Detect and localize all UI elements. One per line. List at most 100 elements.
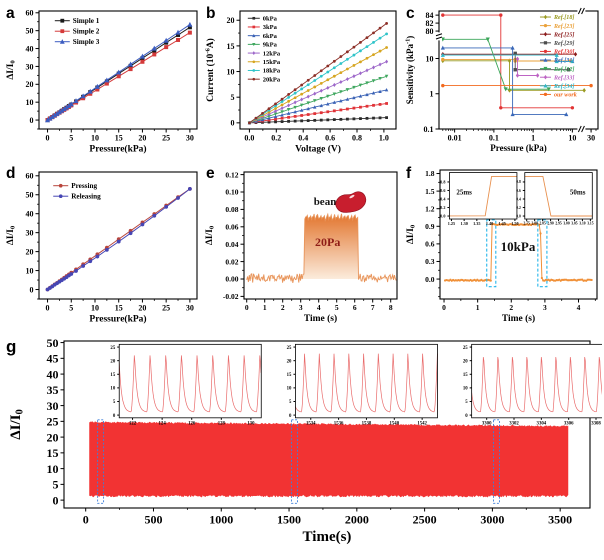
tick-label: 500 <box>144 513 162 527</box>
tick-label: 0.6 <box>516 189 521 193</box>
tick-label: 0 <box>83 513 89 527</box>
tick-label: 0.8 <box>352 134 362 143</box>
tick-label: 1 <box>430 90 434 99</box>
tick-label: 25 <box>287 346 292 351</box>
series-cycles 122-130s <box>118 355 262 413</box>
tick-label: 1000 <box>209 513 233 527</box>
annotation-text: 25ms <box>456 189 472 197</box>
annotation-text: 50ms <box>570 189 586 197</box>
tick-label: 30 <box>587 134 595 143</box>
legend-item: Ref.[34] <box>553 84 574 90</box>
series-18kPa <box>249 33 387 124</box>
panel-letter-b: b <box>206 5 215 22</box>
tick-label: 30 <box>26 229 34 238</box>
tick-label: 3 <box>543 303 547 312</box>
tick-label: 25 <box>162 304 170 313</box>
tick-label: 20 <box>287 359 292 364</box>
y-axis-label: ΔI/I0 <box>6 60 17 80</box>
highlight-box <box>97 419 105 504</box>
x-axis-label: Voltage (V) <box>295 143 341 154</box>
tick-label: 0.0 <box>516 214 521 218</box>
tick-label: 20 <box>110 359 115 364</box>
plot-area <box>119 344 262 418</box>
panel-b: 0.0 0.2 0.4 0.6 0.8 1.0 0 5 10 15 20 Voltage (V) Cur… <box>202 2 402 162</box>
annotation-text: 20Pa <box>315 235 340 249</box>
highlight-box <box>493 419 500 504</box>
tick-label: 0.0 <box>425 275 435 284</box>
tick-label: 2.75 <box>524 222 530 226</box>
panel-a: 0 5 10 15 20 25 30 0 10 20 30 40 50 60 Pressure(kPa) ΔI… <box>2 2 202 162</box>
tick-label: 30 <box>47 399 59 413</box>
tick-label: 25 <box>463 346 468 351</box>
tick-label: 0.8 <box>516 180 521 184</box>
tick-label: 4 <box>317 303 321 312</box>
tick-label: 25 <box>110 346 115 351</box>
tick-label: 2.90 <box>547 222 553 226</box>
annotation-text: 10kPa <box>501 239 536 254</box>
tick-label: 3302 <box>509 422 519 427</box>
tick-label: 0.0 <box>244 134 254 143</box>
tick-label: 3.15 <box>587 222 593 226</box>
tick-label: 0.9 <box>425 222 435 231</box>
bean-icon <box>335 191 367 213</box>
tick-label: 1.40 <box>486 221 493 226</box>
series-area-20Pa pulse <box>246 213 397 283</box>
tick-label: 60 <box>26 9 34 18</box>
tick-label: 0 <box>465 414 468 419</box>
series-15kPa <box>249 47 387 124</box>
tick-label: 3000 <box>480 513 504 527</box>
series-Ref.[18] <box>442 60 585 91</box>
panel-e-chart: 0 1 2 3 4 5 6 7 8 -0.02 0.00 0.02 0.04 0.06 0.08 0.10 0.… <box>205 165 398 324</box>
tick-label: 15 <box>47 446 59 460</box>
tick-label: 1.25 <box>448 221 455 226</box>
tick-label: 0.3 <box>425 257 435 266</box>
tick-label: 25 <box>47 415 59 429</box>
tick-label: 126 <box>188 422 196 427</box>
series-Ref.[31] <box>442 47 567 115</box>
tick-label: 15 <box>110 373 115 378</box>
y-axis-label: ΔI/I0 <box>205 225 216 245</box>
tick-label: 0.04 <box>225 240 238 249</box>
tick-label: 0.6 <box>425 240 435 249</box>
tick-label: 84 <box>426 11 434 20</box>
tick-label: 1.5 <box>425 187 435 196</box>
series-rise 25ms <box>449 175 517 217</box>
x-axis-label: Time (s) <box>304 313 337 324</box>
tick-label: 6 <box>353 303 357 312</box>
tick-label: 1536 <box>334 422 344 427</box>
tick-label: 30 <box>26 62 34 71</box>
axes-box <box>438 10 599 130</box>
tick-label: 3.05 <box>571 222 577 226</box>
series-cyclic loading <box>89 421 569 498</box>
legend-item: our work <box>554 93 577 99</box>
legend-item: 0kPa <box>263 16 278 23</box>
legend-item: Ref.[33] <box>553 75 574 81</box>
tick-label: 3304 <box>537 422 547 427</box>
tick-label: 10 <box>426 54 434 63</box>
tick-label: 40 <box>47 367 59 381</box>
series-9kPa <box>249 75 387 124</box>
tick-label: 1.2 <box>425 204 435 213</box>
tick-label: 0.10 <box>225 188 238 197</box>
tick-label: 2 <box>509 303 513 312</box>
tick-label: 10 <box>91 134 99 143</box>
series-Ref.[34] <box>442 54 573 62</box>
tick-label: -0.02 <box>223 292 239 301</box>
tick-label: 20 <box>47 430 59 444</box>
tick-label: 2500 <box>413 513 437 527</box>
tick-label: 15 <box>115 304 123 313</box>
tick-label: 5 <box>113 400 116 405</box>
tick-label: 0.02 <box>225 257 238 266</box>
tick-label: 1.30 <box>460 221 467 226</box>
legend-item: Pressing <box>71 182 97 190</box>
tick-label: 1 <box>476 303 480 312</box>
x-axis-label: Pressure (kPa) <box>490 143 546 153</box>
tick-label: 10 <box>26 98 34 107</box>
panel-g: 0 500 1000 1500 2000 2500 3000 3500 0 5 10 15 20 25 30… <box>2 336 604 558</box>
legend-item: Ref.[31] <box>553 58 574 64</box>
axes-box <box>239 10 397 130</box>
tick-label: 2.85 <box>539 222 545 226</box>
tick-label: 2.95 <box>555 222 561 226</box>
series-6kPa <box>249 89 387 124</box>
legend-item: Ref.[29] <box>553 41 574 47</box>
